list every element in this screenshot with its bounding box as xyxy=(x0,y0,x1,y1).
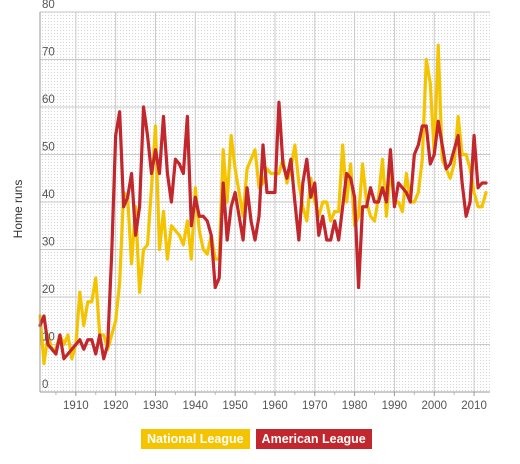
x-tick-label: 1930 xyxy=(143,400,169,412)
x-tick-label: 1920 xyxy=(103,400,129,412)
x-tick-label: 2010 xyxy=(461,400,487,412)
y-tick-label: 20 xyxy=(42,284,55,296)
chart: 0 10 20 30 40 50 60 70 80 1910 1920 1930 1940 1950 196… xyxy=(11,0,490,412)
y-tick-label: 30 xyxy=(42,237,55,249)
y-tick-label: 50 xyxy=(42,142,55,154)
y-axis-title: Home runs xyxy=(11,180,25,239)
grid xyxy=(40,11,490,393)
axes: 0 10 20 30 40 50 60 70 80 1910 1920 1930 1940 1950 196… xyxy=(39,0,490,412)
x-tick-label: 1970 xyxy=(302,400,328,412)
legend: National League American League xyxy=(141,429,372,449)
y-tick-label: 10 xyxy=(42,332,55,344)
x-tick-label: 1910 xyxy=(63,400,89,412)
y-tick-label: 60 xyxy=(42,94,55,106)
x-tick-label: 1980 xyxy=(342,400,368,412)
x-tick-label: 1940 xyxy=(183,400,209,412)
x-tick-label: 1990 xyxy=(382,400,408,412)
x-tick-label: 2000 xyxy=(421,400,447,412)
x-tick-label: 1960 xyxy=(262,400,288,412)
legend-american-league: American League xyxy=(255,429,372,449)
y-tick-label: 40 xyxy=(42,189,55,201)
series-american-league-line xyxy=(38,100,488,361)
legend-national-league: National League xyxy=(141,429,250,449)
y-tick-label: 70 xyxy=(42,47,55,59)
x-tick-label: 1950 xyxy=(222,400,248,412)
y-tick-label: 0 xyxy=(42,379,48,391)
series-layer xyxy=(38,43,488,366)
y-tick-label: 80 xyxy=(42,0,55,11)
